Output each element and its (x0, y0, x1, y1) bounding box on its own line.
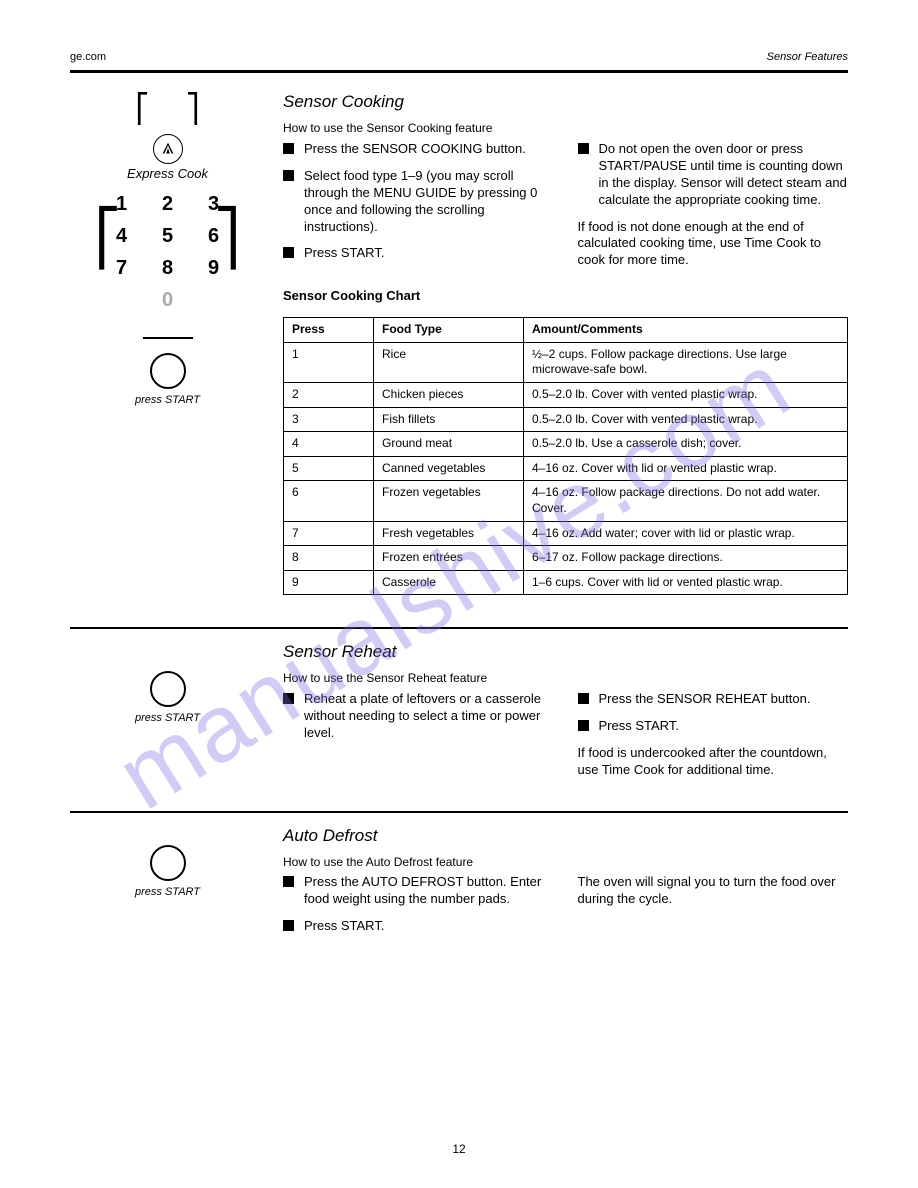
table-cell: Frozen entrées (374, 546, 524, 571)
bullet-icon (283, 920, 294, 931)
auto-defrost-title: Auto Defrost (283, 825, 848, 847)
table-cell: 4 (284, 432, 374, 457)
step-text: Select food type 1–9 (you may scroll thr… (304, 168, 554, 236)
header-site: ge.com (70, 50, 106, 64)
bullet-icon (283, 247, 294, 258)
table-row: 6Frozen vegetables4–16 oz. Follow packag… (284, 481, 848, 521)
table-cell: 6 (284, 481, 374, 521)
step-text: Press START. (304, 245, 554, 262)
step-text: Press the AUTO DEFROST button. Enter foo… (304, 874, 554, 908)
sensor-icon (153, 134, 183, 164)
table-cell: 0.5–2.0 lb. Cover with vented plastic wr… (524, 383, 848, 408)
keypad-bracket-right-icon: ⎤ (214, 203, 241, 273)
sensor-cooking-title: Sensor Cooking (283, 91, 848, 113)
bullet-icon (283, 143, 294, 154)
sensor-reheat-intro: How to use the Sensor Reheat feature (283, 671, 848, 687)
step-text: Press START. (599, 718, 849, 735)
table-cell: 9 (284, 570, 374, 595)
table-cell: Canned vegetables (374, 456, 524, 481)
col-comments: Amount/Comments (524, 318, 848, 343)
bracket-left-icon: ⎡ (136, 91, 150, 127)
table-cell: Ground meat (374, 432, 524, 457)
start-label: press START (70, 885, 265, 899)
note-text: If food is not done enough at the end of… (578, 219, 849, 270)
table-row: 5Canned vegetables4–16 oz. Cover with li… (284, 456, 848, 481)
key-5: 5 (161, 223, 175, 249)
bullet-icon (578, 720, 589, 731)
start-button-diagram: press START (70, 337, 265, 407)
table-row: 9Casserole1–6 cups. Cover with lid or ve… (284, 570, 848, 595)
table-row: 1Rice½–2 cups. Follow package directions… (284, 342, 848, 382)
step-text: Press the SENSOR REHEAT button. (599, 691, 849, 708)
table-cell: Fish fillets (374, 407, 524, 432)
page-number: 12 (0, 1142, 918, 1158)
step-text: Do not open the oven door or press START… (599, 141, 849, 209)
start-circle-icon (150, 845, 186, 881)
table-cell: 6–17 oz. Follow package directions. (524, 546, 848, 571)
bullet-icon (283, 693, 294, 704)
start-label: press START (70, 393, 265, 407)
step-text: Reheat a plate of leftovers or a cassero… (304, 691, 554, 742)
bullet-icon (283, 876, 294, 887)
note-text: If food is undercooked after the countdo… (578, 745, 849, 779)
note-text: The oven will signal you to turn the foo… (578, 874, 849, 908)
sensor-button-diagram: ⎡ ⎤ (70, 91, 265, 157)
start-label: press START (70, 711, 265, 725)
keypad-label: Express Cook (70, 166, 265, 183)
table-cell: 4–16 oz. Follow package directions. Do n… (524, 481, 848, 521)
table-cell: ½–2 cups. Follow package directions. Use… (524, 342, 848, 382)
table-cell: 4–16 oz. Add water; cover with lid or pl… (524, 521, 848, 546)
start-circle-icon (150, 353, 186, 389)
sensor-cooking-intro: How to use the Sensor Cooking feature (283, 121, 848, 137)
key-2: 2 (161, 191, 175, 217)
table-row: 4Ground meat0.5–2.0 lb. Use a casserole … (284, 432, 848, 457)
section-sensor-cooking: ⎡ ⎤ Express Cook ⎡ ⎤ 123 456 789 0 (70, 91, 848, 595)
section-sensor-reheat: press START Sensor Reheat How to use the… (70, 641, 848, 778)
table-cell: Casserole (374, 570, 524, 595)
key-0: 0 (161, 287, 175, 313)
table-cell: 5 (284, 456, 374, 481)
sensor-cooking-table: Press Food Type Amount/Comments 1Rice½–2… (283, 317, 848, 595)
table-cell: 8 (284, 546, 374, 571)
page-container: ge.com Sensor Features ⎡ ⎤ Express Cook … (0, 0, 918, 995)
table-cell: 0.5–2.0 lb. Use a casserole dish; cover. (524, 432, 848, 457)
start-circle-icon (150, 671, 186, 707)
header-section: Sensor Features (767, 50, 848, 64)
table-cell: 3 (284, 407, 374, 432)
table-cell: Chicken pieces (374, 383, 524, 408)
keypad-diagram: Express Cook ⎡ ⎤ 123 456 789 0 (70, 166, 265, 319)
chart-caption: Sensor Cooking Chart (283, 288, 848, 305)
table-row: 7Fresh vegetables4–16 oz. Add water; cov… (284, 521, 848, 546)
bullet-icon (578, 693, 589, 704)
table-cell: 0.5–2.0 lb. Cover with vented plastic wr… (524, 407, 848, 432)
section-rule (70, 811, 848, 813)
section-auto-defrost: press START Auto Defrost How to use the … (70, 825, 848, 945)
table-cell: Fresh vegetables (374, 521, 524, 546)
table-cell: Frozen vegetables (374, 481, 524, 521)
table-row: 3Fish fillets0.5–2.0 lb. Cover with vent… (284, 407, 848, 432)
table-cell: 7 (284, 521, 374, 546)
table-row: 2Chicken pieces0.5–2.0 lb. Cover with ve… (284, 383, 848, 408)
col-press: Press (284, 318, 374, 343)
table-cell: Rice (374, 342, 524, 382)
auto-defrost-intro: How to use the Auto Defrost feature (283, 855, 848, 871)
table-cell: 1 (284, 342, 374, 382)
section-rule (70, 627, 848, 629)
key-8: 8 (161, 255, 175, 281)
bullet-icon (283, 170, 294, 181)
bracket-right-icon: ⎤ (186, 91, 200, 127)
page-header: ge.com Sensor Features (70, 50, 848, 64)
step-text: Press START. (304, 918, 554, 935)
step-text: Press the SENSOR COOKING button. (304, 141, 554, 158)
sensor-reheat-title: Sensor Reheat (283, 641, 848, 663)
table-cell: 1–6 cups. Cover with lid or vented plast… (524, 570, 848, 595)
header-rule (70, 70, 848, 73)
table-row: 8Frozen entrées6–17 oz. Follow package d… (284, 546, 848, 571)
bullet-icon (578, 143, 589, 154)
table-cell: 2 (284, 383, 374, 408)
col-food: Food Type (374, 318, 524, 343)
keypad-bracket-left-icon: ⎡ (95, 203, 122, 273)
table-cell: 4–16 oz. Cover with lid or vented plasti… (524, 456, 848, 481)
